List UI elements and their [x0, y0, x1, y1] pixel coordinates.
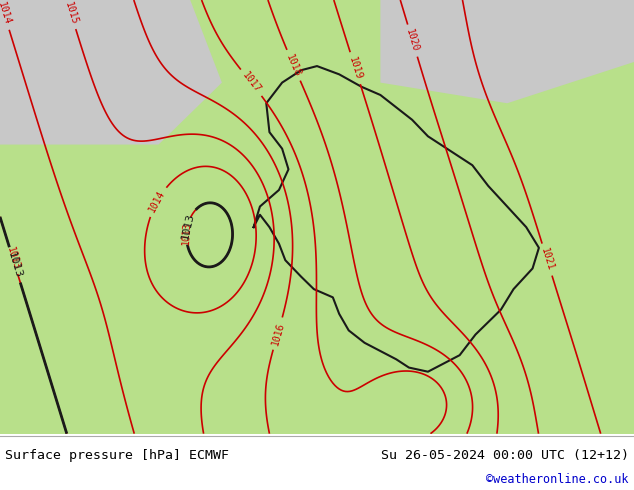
Text: Surface pressure [hPa] ECMWF: Surface pressure [hPa] ECMWF [5, 448, 229, 462]
Text: 1016: 1016 [269, 321, 286, 346]
Text: 1018: 1018 [284, 52, 303, 78]
Text: ©weatheronline.co.uk: ©weatheronline.co.uk [486, 473, 629, 487]
Text: 1013: 1013 [181, 221, 192, 245]
Text: 1014: 1014 [0, 1, 13, 26]
Polygon shape [380, 0, 634, 103]
Text: 1013: 1013 [6, 250, 23, 279]
Text: 1013: 1013 [179, 212, 195, 241]
Text: Su 26-05-2024 00:00 UTC (12+12): Su 26-05-2024 00:00 UTC (12+12) [381, 448, 629, 462]
Text: 1015: 1015 [63, 0, 79, 26]
Text: 1014: 1014 [147, 189, 167, 214]
Text: 1020: 1020 [404, 28, 421, 53]
Polygon shape [0, 0, 222, 145]
Text: 1019: 1019 [347, 55, 363, 81]
Text: 1021: 1021 [539, 247, 555, 272]
Text: 1013: 1013 [4, 245, 21, 271]
Text: 1017: 1017 [240, 71, 262, 95]
